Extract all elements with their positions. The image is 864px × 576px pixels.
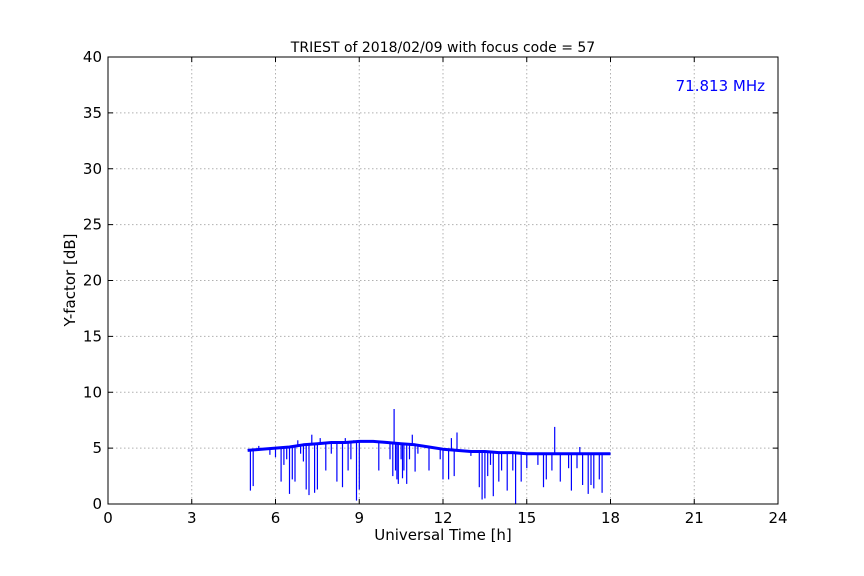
- y-tick-label: 35: [83, 104, 102, 122]
- axis-ticks: [107, 56, 779, 505]
- x-tick-label: 12: [433, 509, 452, 527]
- x-tick-label: 6: [271, 509, 281, 527]
- x-tick-label: 0: [103, 509, 113, 527]
- x-axis-label: Universal Time [h]: [374, 526, 512, 544]
- x-tick-label: 18: [601, 509, 620, 527]
- grid-lines: [108, 57, 778, 504]
- y-tick-label: 15: [83, 327, 102, 345]
- chart-title: TRIEST of 2018/02/09 with focus code = 5…: [290, 40, 595, 56]
- series-line-layer: [247, 409, 611, 504]
- y-tick-label: 40: [83, 48, 102, 66]
- x-tick-label: 15: [517, 509, 536, 527]
- x-tick-label: 3: [187, 509, 197, 527]
- y-tick-label: 0: [92, 495, 102, 513]
- axis-tick-labels: 0 3 6 9 12 15 18 21 24 0 5 10 15 20 25 30 35 40: [83, 48, 788, 527]
- y-tick-label: 30: [83, 160, 102, 178]
- y-tick-label: 20: [83, 272, 102, 290]
- frequency-annotation: 71.813 MHz: [676, 77, 765, 95]
- x-tick-label: 24: [768, 509, 787, 527]
- x-tick-label: 9: [354, 509, 364, 527]
- y-axis-label: Y-factor [dB]: [61, 233, 79, 327]
- x-tick-label: 21: [685, 509, 704, 527]
- y-tick-label: 10: [83, 383, 102, 401]
- y-tick-label: 25: [83, 216, 102, 234]
- y-tick-label: 5: [92, 439, 102, 457]
